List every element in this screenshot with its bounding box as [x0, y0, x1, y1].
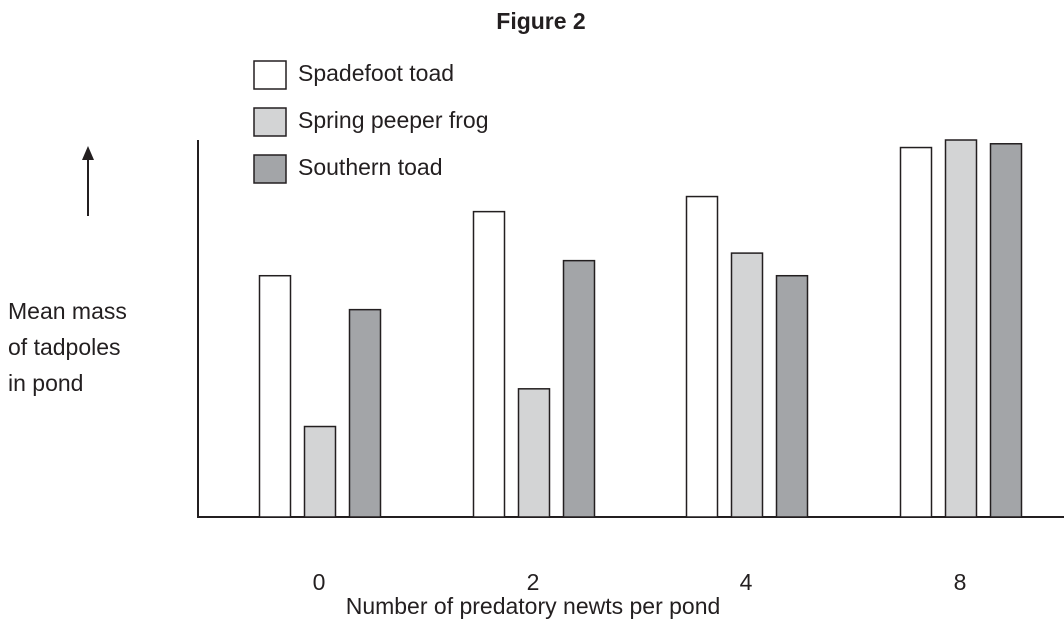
legend-label: Spadefoot toad: [298, 60, 454, 86]
bar: [989, 143, 1023, 518]
bar: [775, 274, 809, 518]
bar: [303, 425, 337, 518]
legend-label: Southern toad: [298, 154, 443, 180]
legend-swatch: [253, 60, 287, 90]
bar: [685, 195, 719, 518]
x-tick-label: 0: [313, 569, 326, 595]
bar: [258, 274, 292, 518]
bar: [899, 146, 933, 518]
bar: [562, 259, 596, 518]
bar: [517, 388, 551, 518]
legend-swatch: [253, 107, 287, 137]
x-tick-label: 8: [954, 569, 967, 595]
y-axis-label: of tadpoles: [8, 334, 121, 360]
legend-label: Spring peeper frog: [298, 107, 489, 133]
chart-title: Figure 2: [496, 8, 585, 34]
x-tick-label: 4: [740, 569, 753, 595]
y-arrow-head: [82, 146, 94, 160]
bar: [730, 252, 764, 518]
x-axis-label: Number of predatory newts per pond: [346, 593, 721, 619]
bar: [944, 139, 978, 518]
y-axis-label: in pond: [8, 370, 83, 396]
bar: [472, 210, 506, 518]
x-tick-label: 2: [527, 569, 540, 595]
bar: [348, 308, 382, 518]
legend-swatch: [253, 154, 287, 184]
y-axis-label: Mean mass: [8, 298, 127, 324]
